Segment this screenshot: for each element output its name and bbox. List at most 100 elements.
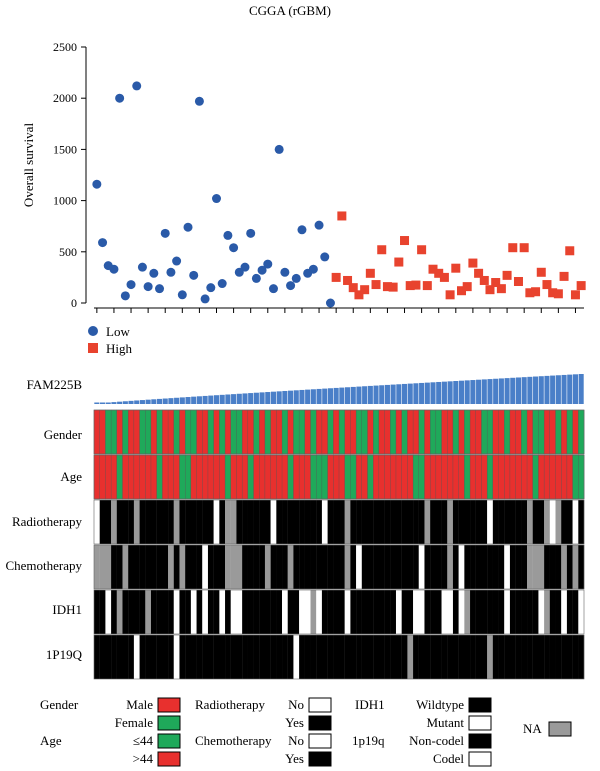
age-cell [162, 454, 169, 500]
gender-cell [429, 409, 437, 455]
gender-cell [418, 409, 425, 455]
chemotherapy-cell [225, 545, 231, 589]
point-high [491, 278, 501, 288]
chemotherapy-cell [202, 545, 209, 589]
gender-cell [321, 409, 328, 455]
gender-cell [293, 409, 300, 455]
age-cell [361, 454, 368, 500]
chemotherapy-cell [356, 545, 362, 589]
radiotherapy-cell [264, 500, 271, 544]
track-border [93, 409, 585, 455]
age-cell [293, 454, 300, 500]
gender-cell [270, 409, 277, 455]
chemotherapy-cell [111, 545, 117, 589]
age-cell [521, 454, 528, 500]
gender-cell [435, 409, 442, 455]
chemotherapy-cell [304, 545, 311, 589]
radiotherapy-cell [515, 500, 522, 544]
1p19q-cell [447, 635, 454, 679]
age-cell [504, 454, 511, 500]
idh1-cell [572, 590, 579, 634]
expression-bar [231, 394, 237, 404]
gender-cell [492, 409, 499, 455]
legend-title-radiotherapy: Radiotherapy [195, 697, 266, 712]
point-high [548, 288, 558, 298]
point-low [229, 243, 239, 253]
chemotherapy-cell [350, 545, 357, 589]
idh1-cell [196, 590, 203, 634]
radiotherapy-cell [407, 500, 414, 544]
idh1-cell [424, 590, 431, 634]
expression-bar [299, 389, 305, 404]
point-high [542, 280, 552, 290]
chemotherapy-cell [316, 545, 323, 589]
point-high [525, 288, 535, 298]
chemotherapy-cell [515, 545, 522, 589]
1p19q-cell [544, 635, 550, 679]
radiotherapy-cell [458, 500, 465, 544]
age-cell [241, 454, 249, 500]
expression-bar [310, 389, 316, 404]
expression-bar [253, 392, 259, 404]
point-low [132, 81, 142, 91]
1p19q-cell [150, 635, 157, 679]
chemotherapy-cell [447, 545, 454, 589]
1p19q-cell [356, 635, 362, 679]
chemotherapy-cell [378, 545, 385, 589]
expression-bar [196, 396, 202, 404]
chemotherapy-cell [122, 545, 129, 589]
idh1-cell [481, 590, 488, 634]
chemotherapy-cell [99, 545, 106, 589]
point-high [485, 285, 495, 295]
age-cell [287, 454, 294, 500]
age-cell [572, 454, 579, 500]
gender-cell [333, 409, 340, 455]
radiotherapy-cell [179, 500, 186, 544]
chemotherapy-cell [327, 545, 334, 589]
expression-bar [248, 393, 254, 404]
radiotherapy-cell [128, 500, 135, 544]
point-high [360, 285, 370, 295]
idh1-cell [549, 590, 556, 634]
age-cell [561, 454, 568, 500]
chemotherapy-cell [116, 545, 123, 589]
1p19q-cell [179, 635, 186, 679]
gender-cell [561, 409, 568, 455]
idh1-cell [521, 590, 528, 634]
1p19q-cell [196, 635, 203, 679]
radiotherapy-cell [196, 500, 203, 544]
gender-cell [133, 409, 140, 455]
point-low [137, 262, 147, 272]
1p19q-cell [555, 635, 562, 679]
radiotherapy-cell [253, 500, 260, 544]
chemotherapy-cell [230, 545, 237, 589]
radiotherapy-cell [327, 500, 334, 544]
point-low [268, 284, 278, 294]
legend-item-mutant: Mutant [426, 715, 464, 730]
idh1-cell [133, 590, 140, 634]
expression-bar [436, 381, 442, 404]
point-high [348, 283, 358, 293]
1p19q-cell [435, 635, 442, 679]
radiotherapy-cell [498, 500, 505, 544]
age-cell [219, 454, 226, 500]
gender-cell [264, 409, 271, 455]
point-high [365, 268, 375, 278]
expression-bar [322, 388, 328, 404]
chemotherapy-cell [407, 545, 414, 589]
point-low [280, 267, 290, 277]
gender-cell [521, 409, 528, 455]
point-high [457, 286, 466, 296]
radiotherapy-cell [276, 500, 283, 544]
age-cell [190, 454, 197, 500]
point-high [531, 287, 541, 297]
idh1-cell [356, 590, 362, 634]
legend-item-female: Female [115, 715, 153, 730]
point-high [400, 236, 410, 246]
radiotherapy-cell [441, 500, 448, 544]
chemotherapy-cell [441, 545, 448, 589]
1p19q-cell [225, 635, 231, 679]
idh1-cell [339, 590, 345, 634]
1p19q-cell [350, 635, 357, 679]
chemotherapy-cell [458, 545, 465, 589]
